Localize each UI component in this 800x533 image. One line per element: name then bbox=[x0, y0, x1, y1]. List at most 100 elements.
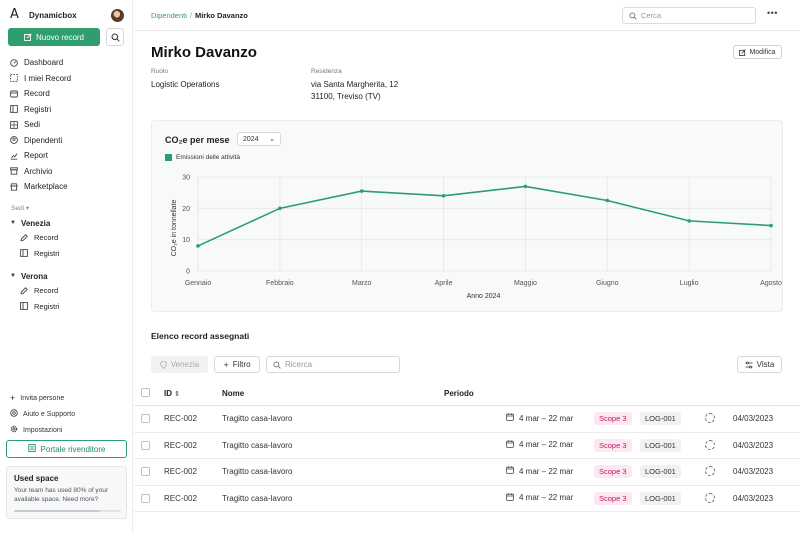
x-axis-label: Anno 2024 bbox=[467, 293, 501, 300]
table-row[interactable]: REC-002 Tragitto casa-lavoro 4 mar – 22 ma… bbox=[134, 486, 800, 512]
search-icon bbox=[111, 33, 120, 42]
sidebar-item-label: Record bbox=[24, 89, 50, 99]
table-row[interactable]: REC-002 Tragitto casa-lavoro 4 mar – 22 ma… bbox=[134, 459, 800, 486]
table-row[interactable]: REC-002 Tragitto casa-lavoro 4 mar – 22 ma… bbox=[134, 406, 800, 433]
log-badge: LOG-001 bbox=[640, 438, 681, 452]
sidebar-item-registri[interactable]: Registri bbox=[10, 102, 125, 118]
plus-icon: + bbox=[223, 359, 229, 370]
row-checkbox[interactable] bbox=[141, 414, 150, 423]
row-name: Tragitto casa-lavoro bbox=[222, 493, 293, 503]
caret-down-icon: ▼ bbox=[10, 273, 16, 279]
row-period-text: 4 mar – 22 mar bbox=[519, 440, 574, 449]
new-record-label: Nuovo record bbox=[35, 32, 85, 42]
used-space-card: Used space Your team has used 80% of you… bbox=[6, 466, 127, 519]
sidebar-item-dashboard[interactable]: Dashboard bbox=[10, 55, 125, 71]
legend-swatch bbox=[165, 154, 172, 161]
invite-people-link[interactable]: + Invita persone bbox=[10, 390, 128, 406]
settings-link[interactable]: Impostazioni bbox=[10, 422, 128, 438]
breadcrumb-dipendenti[interactable]: Dipendenti bbox=[151, 11, 187, 20]
used-space-progress-fill bbox=[14, 510, 100, 512]
avatar[interactable] bbox=[111, 9, 124, 22]
sidebar-item-report[interactable]: Report bbox=[10, 148, 125, 164]
row-checkbox[interactable] bbox=[141, 467, 150, 476]
settings-icon bbox=[10, 425, 18, 435]
sidebar-item-label: Registri bbox=[24, 104, 52, 114]
tree-item-label: Registri bbox=[34, 301, 60, 311]
location-verona-registri[interactable]: Registri bbox=[10, 299, 125, 315]
chevron-down-icon: ▾ bbox=[25, 205, 30, 212]
global-search-input[interactable]: Cerca bbox=[622, 7, 756, 24]
row-period: 4 mar – 22 mar bbox=[506, 492, 574, 503]
archive-icon bbox=[10, 167, 18, 175]
sort-icon: ⇕ bbox=[174, 391, 181, 398]
sidebar-item-record[interactable]: Record bbox=[10, 86, 125, 102]
more-options-button[interactable]: ••• bbox=[767, 8, 778, 18]
select-all-checkbox[interactable] bbox=[141, 388, 150, 397]
invite-people-label: Invita persone bbox=[20, 394, 65, 402]
sidebar-item-sedi[interactable]: Sedi bbox=[10, 117, 125, 133]
location-venezia-registri[interactable]: Registri bbox=[10, 246, 125, 262]
view-label: Vista bbox=[756, 360, 775, 369]
search-icon bbox=[629, 11, 637, 20]
filter-button[interactable]: + Filtro bbox=[214, 356, 260, 373]
column-id-label: ID bbox=[164, 389, 172, 398]
row-checkbox[interactable] bbox=[141, 440, 150, 450]
row-name: Tragitto casa-lavoro bbox=[222, 440, 293, 450]
column-name[interactable]: Nome bbox=[222, 389, 245, 398]
help-support-link[interactable]: Aiuto e Supporto bbox=[10, 406, 128, 422]
location-verona-record[interactable]: Record bbox=[10, 283, 125, 299]
row-id: REC-002 bbox=[164, 440, 197, 450]
view-button[interactable]: Vista bbox=[737, 356, 782, 373]
data-point bbox=[278, 206, 282, 211]
reseller-portal-button[interactable]: Portale rivenditore bbox=[6, 440, 127, 458]
chart-legend: Emissioni delle attività bbox=[165, 154, 240, 161]
row-name: Tragitto casa-lavoro bbox=[222, 467, 293, 476]
status-pending-icon bbox=[705, 439, 715, 450]
sidebar-search-button[interactable] bbox=[106, 28, 124, 46]
x-tick-label: Marzo bbox=[352, 280, 372, 287]
sidebar-bottom-links: + Invita persone Aiuto e Supporto Impost… bbox=[10, 390, 128, 438]
y-tick-label: 10 bbox=[182, 237, 190, 244]
row-id: REC-002 bbox=[164, 467, 197, 476]
location-venezia[interactable]: ▼ Venezia bbox=[10, 216, 125, 230]
row-period-text: 4 mar – 22 mar bbox=[519, 493, 574, 502]
sidebar-item-archivio[interactable]: Archivio bbox=[10, 164, 125, 180]
brand[interactable]: A Dynamicbox bbox=[10, 8, 77, 22]
log-badge: LOG-001 bbox=[640, 491, 681, 505]
y-axis-label: CO₂e in tonnellate bbox=[171, 199, 178, 256]
sidebar-item-dipendenti[interactable]: Dipendenti bbox=[10, 133, 125, 149]
data-point bbox=[441, 194, 446, 198]
edit-button[interactable]: Modifica bbox=[733, 45, 782, 59]
y-tick-label: 0 bbox=[186, 269, 190, 276]
log-badge: LOG-001 bbox=[640, 412, 681, 425]
column-id[interactable]: ID ⇕ bbox=[164, 389, 180, 398]
marketplace-icon bbox=[10, 183, 18, 191]
location-filter-chip[interactable]: Venezia bbox=[151, 356, 208, 373]
reseller-portal-label: Portale rivenditore bbox=[40, 444, 106, 454]
table-row[interactable]: REC-002 Tragitto casa-lavoro 4 mar – 22 ma… bbox=[134, 433, 800, 459]
location-verona[interactable]: ▼ Verona bbox=[10, 269, 125, 283]
x-tick-label: Febbraio bbox=[266, 280, 294, 287]
my-records-icon bbox=[10, 74, 18, 83]
table-search-input[interactable]: Ricerca bbox=[266, 356, 400, 373]
year-select[interactable]: 2024 ⌄ bbox=[237, 132, 281, 146]
co2-line-chart: 0 10 20 30 Gennaio Febbraio Marzo Aprile Maggio G… bbox=[171, 175, 782, 301]
edit-label: Modifica bbox=[749, 48, 776, 56]
location-venezia-record[interactable]: Record bbox=[10, 230, 125, 246]
edit-icon bbox=[739, 48, 747, 56]
location-name: Venezia bbox=[20, 218, 51, 228]
sidebar-item-label: Dashboard bbox=[24, 58, 64, 68]
sidebar-item-my-records[interactable]: I miei Record bbox=[10, 71, 125, 87]
row-date: 04/03/2023 bbox=[733, 414, 774, 423]
row-checkbox[interactable] bbox=[141, 493, 150, 503]
sidebar-item-label: Report bbox=[24, 151, 49, 161]
y-tick-label: 30 bbox=[182, 175, 190, 182]
caret-down-icon: ▼ bbox=[10, 220, 16, 226]
data-point bbox=[196, 244, 200, 248]
edit-icon bbox=[24, 33, 32, 41]
sidebar-item-marketplace[interactable]: Marketplace bbox=[10, 179, 125, 195]
column-period[interactable]: Periodo bbox=[444, 389, 474, 398]
sedi-section-label[interactable]: Sedi ▾ bbox=[11, 204, 29, 212]
calendar-icon bbox=[506, 492, 514, 503]
new-record-button[interactable]: Nuovo record bbox=[8, 28, 100, 46]
